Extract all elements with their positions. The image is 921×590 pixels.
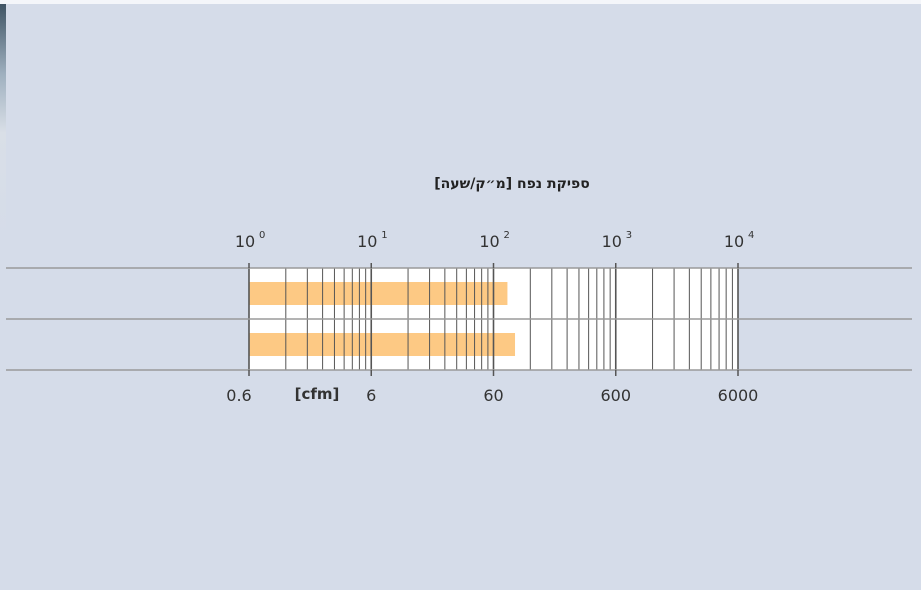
bottom-tick-label: 600: [600, 386, 631, 405]
top-tick-exponent: 2: [504, 230, 510, 241]
bottom-tick-label: 6: [366, 386, 376, 405]
bar-1: [249, 282, 508, 305]
top-tick-exponent: 4: [748, 230, 754, 241]
bottom-tick-label: 6000: [718, 386, 759, 405]
top-axis: 10 0 10 1 10 2 10 3 10 4: [235, 230, 754, 268]
left-edge-decoration: [0, 4, 6, 590]
top-rule: [0, 0, 921, 4]
top-tick-exponent: 3: [626, 230, 632, 241]
bottom-axis: 0.6 6 60 600 6000: [226, 370, 758, 405]
top-tick-label: 10: [602, 232, 622, 251]
top-tick-label: 10: [724, 232, 744, 251]
bottom-tick-label: 60: [483, 386, 503, 405]
top-tick-exponent: 0: [259, 230, 265, 241]
top-tick-exponent: 1: [381, 230, 387, 241]
chart-title: ספיקת נפח [מ״ק/שעה]: [434, 176, 589, 192]
bar-2: [249, 333, 516, 356]
unit-label: [cfm]: [295, 385, 340, 403]
plot-area: [6, 267, 912, 371]
top-tick-label: 10: [357, 232, 377, 251]
top-tick-label: 10: [479, 232, 499, 251]
top-tick-label: 10: [235, 232, 255, 251]
bottom-tick-label: 0.6: [226, 386, 251, 405]
